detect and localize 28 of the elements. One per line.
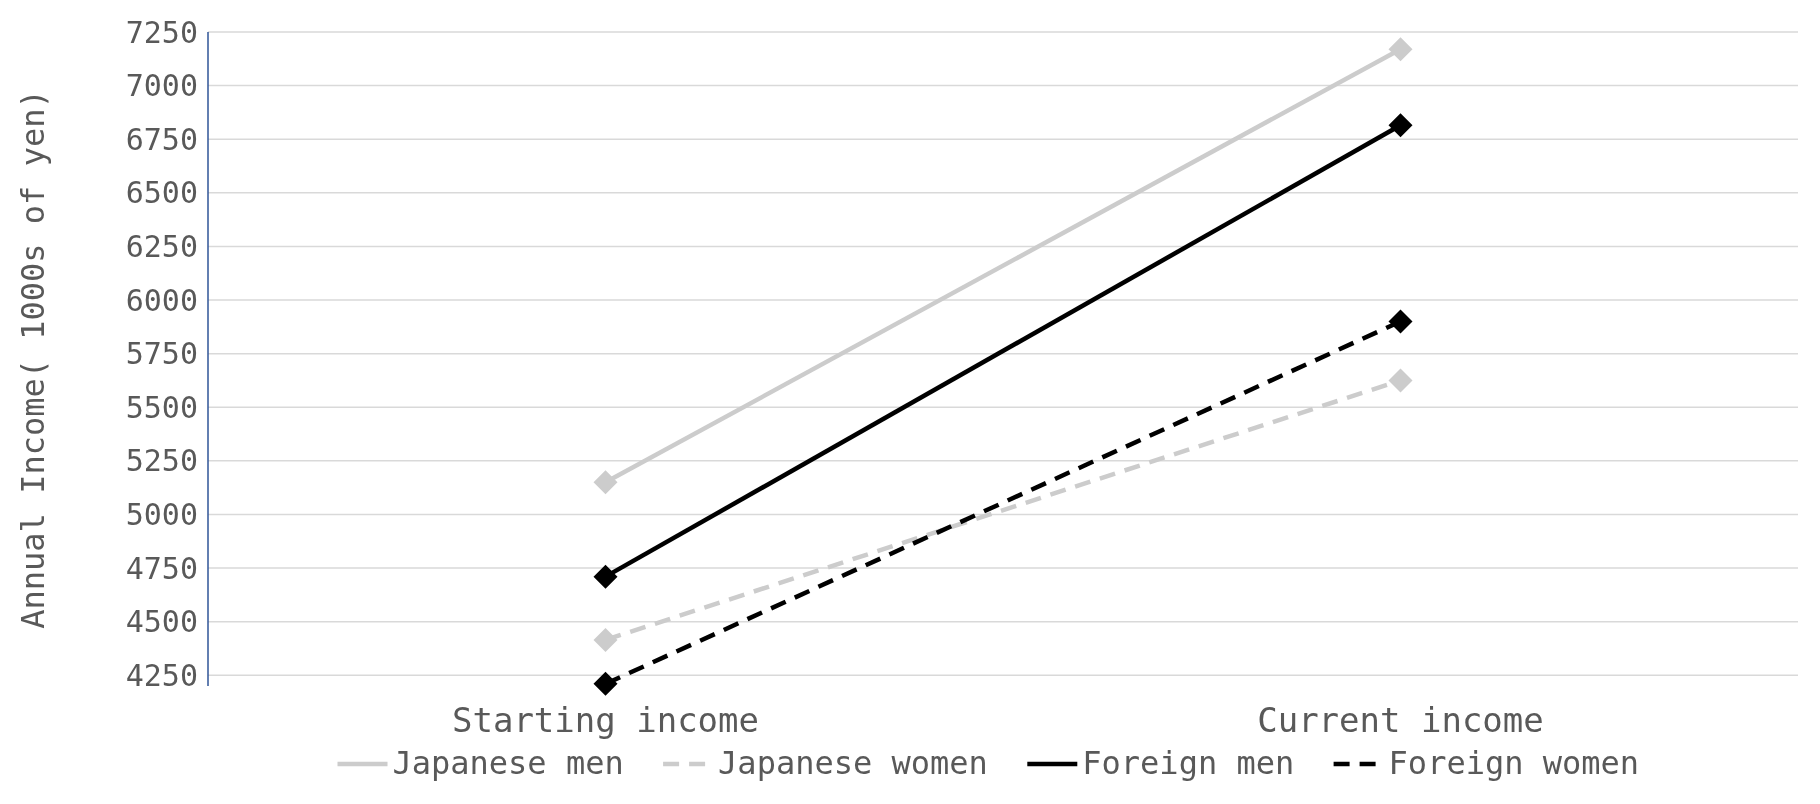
legend-label: Foreign men: [1082, 744, 1295, 782]
point: [593, 564, 618, 589]
y-tick-label: 5250: [125, 443, 198, 479]
y-axis-title: Annual Income( 1000s of yen): [14, 89, 52, 629]
y-tick-label: 7000: [125, 68, 198, 104]
point: [593, 671, 618, 696]
x-tick-label: Starting income: [451, 700, 760, 740]
point: [1388, 368, 1413, 393]
y-tick-label: 5750: [125, 336, 198, 372]
point: [593, 627, 618, 652]
y-tick-label: 4750: [125, 550, 198, 586]
y-tick-label: 6000: [125, 282, 198, 318]
y-tick-label: 7250: [125, 14, 198, 50]
point: [593, 470, 618, 495]
y-tick-label: 6250: [125, 228, 198, 264]
point: [1388, 37, 1413, 62]
point: [1388, 113, 1413, 138]
y-tick-label: 4250: [125, 657, 198, 693]
y-tick-label: 5000: [125, 496, 198, 532]
legend-label: Japanese women: [718, 744, 988, 782]
legend-label: Foreign women: [1388, 744, 1640, 782]
y-tick-label: 4500: [125, 604, 198, 640]
y-tick-label: 6500: [125, 175, 198, 211]
y-tick-label: 5500: [125, 389, 198, 425]
y-tick-label: 6750: [125, 121, 198, 157]
point: [1388, 309, 1413, 334]
x-tick-label: Current income: [1257, 700, 1544, 740]
legend-label: Japanese men: [392, 744, 624, 782]
